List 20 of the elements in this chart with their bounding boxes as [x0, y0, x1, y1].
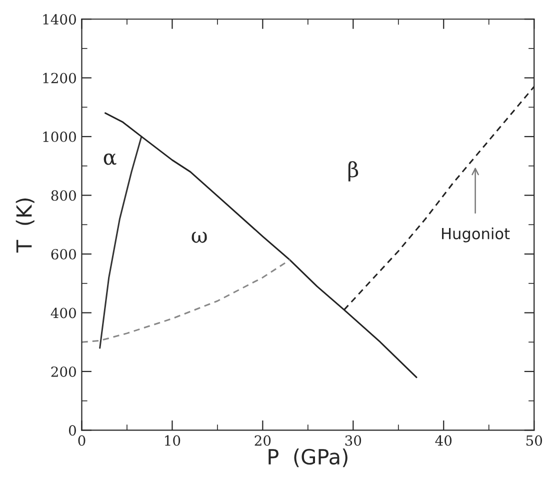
annotation: ω: [192, 232, 207, 243]
y-tick-label: 200: [51, 366, 76, 377]
x-tick-label: 10: [165, 435, 180, 446]
annotation: β: [348, 161, 358, 182]
x-tick-label: 30: [345, 435, 362, 446]
x-tick-label: 0: [78, 435, 86, 446]
x-tick-label: 40: [435, 435, 452, 446]
y-tick-label: 1000: [43, 132, 76, 142]
y-tick-label: 0: [68, 425, 76, 436]
y-tick-label: 1200: [43, 72, 76, 84]
y-tick-label: 800: [51, 190, 76, 201]
y-axis-title: T (K): [16, 198, 34, 253]
x-axis-title: P (GPa): [268, 448, 348, 468]
annotation: α: [104, 154, 116, 165]
y-tick-label: 600: [51, 248, 76, 260]
y-tick-label: 1400: [43, 14, 76, 25]
x-tick-label: 50: [526, 435, 542, 446]
x-tick-label: 20: [254, 435, 271, 446]
annotation: Hugoniot: [442, 228, 510, 242]
y-tick-label: 400: [50, 308, 76, 318]
